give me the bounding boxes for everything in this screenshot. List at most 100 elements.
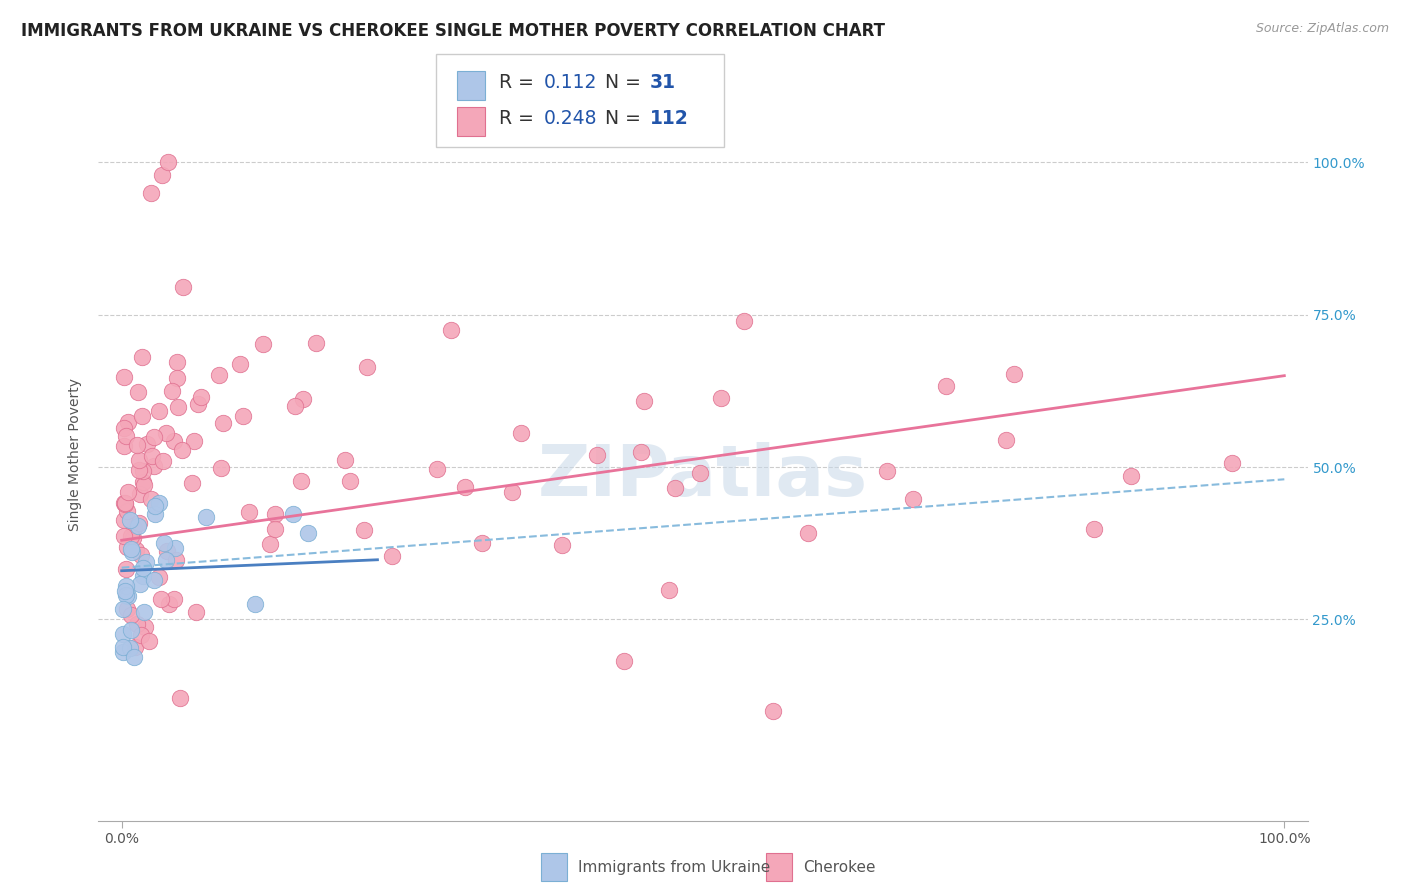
Point [115,504,138,518]
Point [143,573,166,587]
Point [111,645,134,659]
Y-axis label: Single Mother Poverty: Single Mother Poverty [69,378,83,532]
Point [290,475,312,489]
Point [118,641,141,656]
Point [333,453,356,467]
Point [117,589,139,603]
Point [585,448,607,462]
Point [125,543,148,558]
Point [112,513,135,527]
Point [163,434,186,448]
Text: IMMIGRANTS FROM UKRAINE VS CHEROKEE SINGLE MOTHER POVERTY CORRELATION CHART: IMMIGRANTS FROM UKRAINE VS CHEROKEE SING… [21,22,886,40]
Point [181,475,204,490]
Point [117,416,139,430]
Point [664,482,686,496]
Point [264,522,287,536]
Point [733,313,755,327]
Point [132,475,155,489]
Point [195,509,218,524]
Point [139,186,162,200]
Point [291,392,314,406]
Point [633,393,655,408]
Point [440,323,463,337]
Point [994,433,1017,447]
Point [120,529,142,543]
Point [212,417,235,431]
Point [127,519,149,533]
Point [128,576,150,591]
Point [124,640,146,654]
Point [128,463,150,477]
Point [252,336,274,351]
Point [127,384,149,399]
Text: 0.112: 0.112 [544,73,598,93]
Point [356,359,378,374]
Text: 112: 112 [650,109,689,128]
Point [613,655,636,669]
Point [120,624,142,638]
Point [229,358,252,372]
Point [134,605,156,619]
Point [152,536,174,550]
Point [134,478,156,492]
Point [135,556,157,570]
Point [128,453,150,467]
Point [166,370,188,384]
Point [117,484,139,499]
Point [284,399,307,413]
Point [120,542,142,557]
Point [172,279,194,293]
Point [471,535,494,549]
Point [111,627,134,641]
Point [112,439,135,453]
Point [551,538,574,552]
Text: 31: 31 [650,73,675,93]
Point [170,443,193,458]
Point [264,507,287,521]
Point [120,607,142,622]
Point [132,569,155,583]
Point [111,640,134,654]
Point [167,401,190,415]
Point [115,561,138,575]
Point [762,704,785,718]
Point [187,396,209,410]
Text: Immigrants from Ukraine: Immigrants from Ukraine [578,860,770,874]
Point [131,350,153,364]
Point [169,691,191,706]
Point [143,430,166,444]
Point [143,499,166,513]
Point [305,336,328,351]
Point [797,525,820,540]
Point [142,458,165,473]
Point [111,602,134,616]
Point [112,496,135,510]
Point [259,537,281,551]
Point [115,588,138,602]
Point [245,597,267,611]
Point [157,597,180,611]
Point [112,421,135,435]
Point [114,495,136,509]
Point [148,496,170,510]
Point [156,544,179,558]
Point [124,650,146,665]
Text: Source: ZipAtlas.com: Source: ZipAtlas.com [1256,22,1389,36]
Point [129,628,152,642]
Point [134,620,156,634]
Point [132,464,155,478]
Point [122,521,145,535]
Point [208,368,231,382]
Point [501,484,523,499]
Point [122,531,145,545]
Point [148,569,170,583]
Point [238,505,260,519]
Text: R =: R = [499,109,540,128]
Point [150,168,173,182]
Point [114,583,136,598]
Point [454,480,477,494]
Point [658,582,681,597]
Point [163,541,186,555]
Point [115,540,138,554]
Point [141,450,163,464]
